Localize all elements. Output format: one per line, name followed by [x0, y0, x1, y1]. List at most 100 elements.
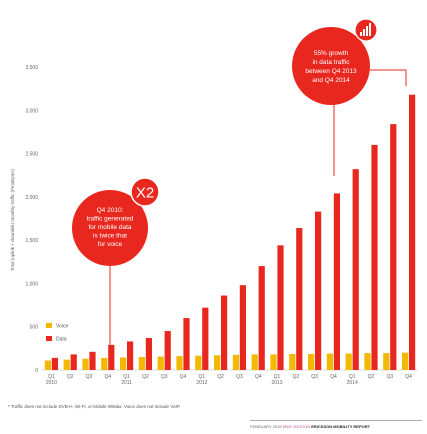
- footer-date: FEBRUARY 2015: [250, 424, 282, 429]
- y-tick-label: 2,500: [25, 152, 38, 158]
- bar-voice: [176, 356, 183, 370]
- callout-line: between Q4 2013: [305, 68, 357, 75]
- bar-data: [127, 341, 134, 370]
- x-year-label: 2010: [46, 380, 57, 386]
- callout-line: for mobile data: [89, 224, 132, 231]
- bar-data: [315, 211, 322, 370]
- callout-line: for voice: [98, 241, 123, 248]
- legend-label-data: Data: [56, 337, 67, 343]
- x-tick-label: Q1: [198, 374, 205, 380]
- x-axis-ticks: Q1 Q2 Q3 Q4 Q1 Q2 Q3 Q4 Q1 Q2 Q3 Q4 Q1 Q2 Q3 Q4 Q1 Q2 Q3 Q4…: [46, 374, 412, 386]
- x-year-label: 2013: [271, 380, 282, 386]
- signal-growth-icon: [354, 18, 378, 42]
- y-axis-label: Total (uplink + downlink) monthly traffi…: [10, 168, 15, 271]
- y-tick-label: 3,000: [25, 108, 38, 114]
- y-tick-label: 2,000: [25, 195, 38, 201]
- bar-voice: [364, 353, 371, 370]
- bar-voice: [120, 357, 127, 370]
- x-tick-label: Q1: [274, 374, 281, 380]
- bar-voice: [63, 359, 70, 370]
- report-footer: FEBRUARY 2015 MWC EDITION ERICSSON MOBIL…: [250, 420, 422, 429]
- callout-line: is twice that: [93, 233, 127, 240]
- y-axis-ticks: 0 500 1,000 1,500 2,000 2,500 3,000 3,500: [25, 65, 38, 374]
- x-tick-label: Q2: [292, 374, 299, 380]
- x-year-label: 2011: [121, 380, 132, 386]
- x-tick-label: Q4: [255, 374, 262, 380]
- y-tick-label: 3,500: [25, 65, 38, 71]
- bar-data: [202, 307, 209, 370]
- bar-voice: [270, 354, 277, 370]
- bar-data: [390, 124, 397, 370]
- bar-voice: [308, 353, 315, 370]
- bar-voice: [214, 355, 221, 370]
- x-tick-label: Q2: [142, 374, 149, 380]
- bar-voice: [402, 352, 409, 370]
- x-year-label: 2012: [196, 380, 207, 386]
- y-tick-label: 1,000: [25, 281, 38, 287]
- bar-voice: [251, 354, 258, 370]
- bar-data: [277, 245, 284, 370]
- x-tick-label: Q4: [180, 374, 187, 380]
- y-tick-label: 1,500: [25, 238, 38, 244]
- bar-data: [352, 169, 359, 370]
- bar-voice: [195, 355, 202, 370]
- footer-edition: MWC EDITION: [282, 424, 311, 429]
- callout-q4-2010-bubble: [72, 190, 148, 266]
- x-tick-label: Q3: [161, 374, 168, 380]
- bar-data: [89, 351, 96, 370]
- legend: Voice Data: [46, 323, 68, 343]
- legend-swatch-data: [46, 336, 52, 341]
- x-tick-label: Q4: [330, 374, 337, 380]
- footnote: * Traffic does not include DVB-H, Wi-Fi,…: [8, 404, 181, 409]
- callout-growth-text: 55% growth in data traffic between Q4 2013…: [305, 50, 357, 84]
- bar-data: [183, 318, 190, 370]
- x-tick-label: Q3: [86, 374, 93, 380]
- bar-data: [333, 193, 340, 370]
- callout-line: 55% growth: [314, 50, 349, 57]
- bar-data: [108, 344, 115, 370]
- x-tick-label: Q4: [405, 374, 412, 380]
- x2-badge-circle: [130, 177, 160, 207]
- x-tick-label: Q2: [368, 374, 375, 380]
- bar-voice: [44, 360, 51, 370]
- x-tick-label: Q4: [104, 374, 111, 380]
- legend-swatch-voice: [46, 323, 52, 328]
- bar-voice: [383, 353, 390, 370]
- callout-growth-pointer-right: [370, 69, 407, 86]
- bar-data: [371, 144, 378, 370]
- x-tick-label: Q1: [349, 374, 356, 380]
- y-tick-label: 500: [30, 325, 39, 331]
- bar-data: [258, 266, 265, 370]
- x-tick-label: Q2: [67, 374, 74, 380]
- bar-data: [164, 331, 171, 370]
- bar-voice: [138, 357, 145, 370]
- callout-line: and Q4 2014: [312, 77, 350, 84]
- x2-badge-text: X2: [136, 185, 154, 202]
- bar-data: [145, 337, 152, 370]
- bar-voice: [345, 353, 352, 370]
- x-tick-label: Q1: [48, 374, 55, 380]
- bar-data: [221, 295, 228, 370]
- bar-voice: [82, 358, 89, 370]
- footer-report-title: ERICSSON MOBILITY REPORT: [311, 424, 371, 429]
- x-tick-label: Q3: [311, 374, 318, 380]
- callout-line: in data traffic: [312, 59, 350, 66]
- bar-data: [296, 228, 303, 370]
- x-tick-label: Q3: [236, 374, 243, 380]
- callout-line: traffic generated: [87, 216, 134, 223]
- bar-data: [239, 285, 246, 370]
- bar-voice: [101, 357, 108, 370]
- callout-line: Q4 2010:: [97, 207, 124, 214]
- bars-group: [44, 94, 416, 371]
- bar-voice: [326, 353, 333, 370]
- bar-data: [51, 357, 58, 370]
- legend-label-voice: Voice: [56, 324, 68, 330]
- callout-growth-bubble: [292, 27, 370, 105]
- x-tick-label: Q3: [386, 374, 393, 380]
- bar-data: [409, 94, 416, 371]
- y-tick-label: 0: [35, 368, 38, 374]
- bar-voice: [289, 353, 296, 370]
